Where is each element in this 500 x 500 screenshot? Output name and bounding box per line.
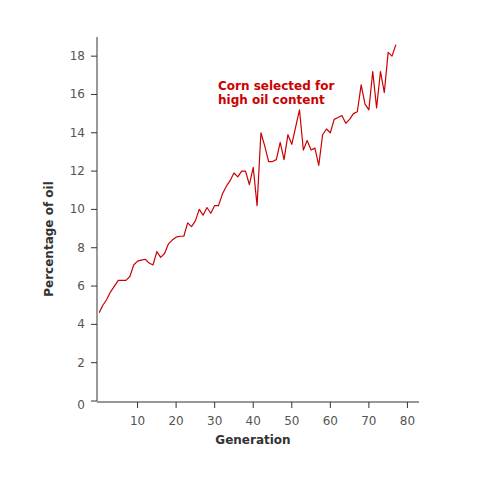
x-tick [291, 402, 292, 408]
y-tick [91, 56, 97, 57]
y-tick [91, 324, 97, 325]
plot-area [99, 45, 396, 313]
x-tick-label: 40 [246, 414, 261, 428]
y-tick-label: 4 [77, 317, 85, 331]
y-tick-label: 10 [70, 202, 85, 216]
x-axis [97, 402, 419, 403]
y-tick [91, 401, 97, 402]
y-tick [91, 209, 97, 210]
x-tick [214, 402, 215, 408]
x-tick-label: 80 [400, 414, 415, 428]
x-tick-label: 20 [168, 414, 183, 428]
y-axis [97, 37, 98, 401]
y-tick-label: 12 [70, 164, 85, 178]
y-tick [91, 132, 97, 133]
y-tick-label: 6 [77, 279, 85, 293]
y-tick [91, 94, 97, 95]
y-tick [91, 362, 97, 363]
y-tick [91, 247, 97, 248]
y-tick [91, 286, 97, 287]
x-tick-label: 10 [130, 414, 145, 428]
x-tick [253, 402, 254, 408]
x-tick [368, 402, 369, 408]
y-tick-label: 2 [77, 356, 85, 370]
x-tick [176, 402, 177, 408]
x-tick-label: 60 [323, 414, 338, 428]
x-tick [407, 402, 408, 408]
x-tick-label: 30 [207, 414, 222, 428]
y-tick-label: 0 [77, 398, 85, 412]
y-tick-label: 18 [70, 49, 85, 63]
x-tick [330, 402, 331, 408]
x-tick [137, 402, 138, 408]
x-axis-label: Generation [215, 433, 290, 447]
data-line [99, 45, 396, 313]
y-tick [91, 171, 97, 172]
y-tick-label: 14 [70, 126, 85, 140]
x-tick-label: 70 [361, 414, 376, 428]
y-tick-label: 16 [70, 87, 85, 101]
y-axis-label: Percentage of oil [42, 181, 56, 297]
y-tick-label: 8 [77, 241, 85, 255]
chart: 0 2 4 6 8 10 12 14 16 18 10 20 30 40 50 60 70 80 Generatio… [0, 0, 500, 500]
annotation: Corn selected for [218, 79, 334, 93]
x-tick-label: 50 [284, 414, 299, 428]
annotation: high oil content [218, 93, 325, 107]
